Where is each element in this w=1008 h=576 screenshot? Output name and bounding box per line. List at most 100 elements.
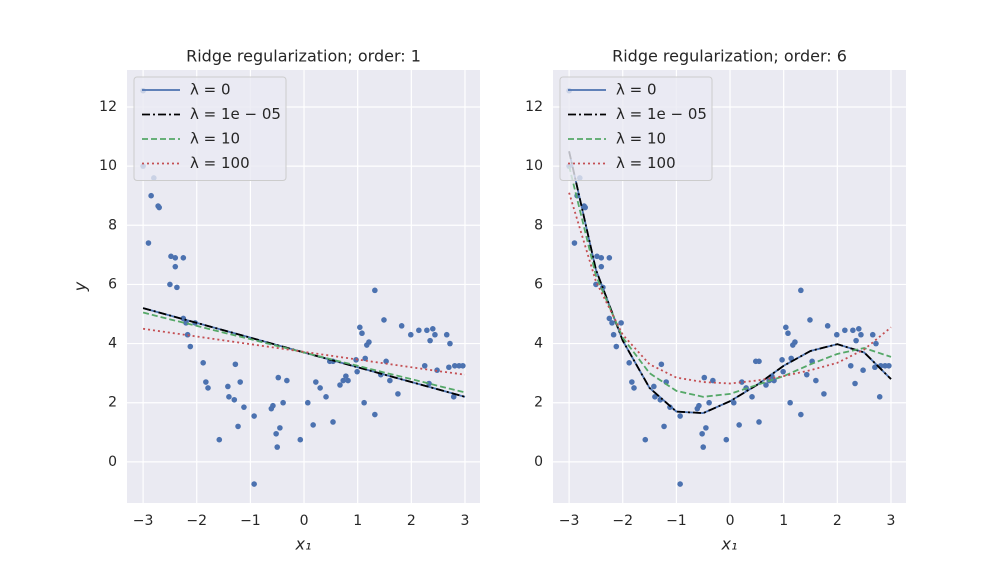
scatter-point (606, 255, 613, 261)
scatter-point (251, 413, 257, 419)
scatter-point (696, 402, 702, 409)
scatter-point (852, 380, 858, 387)
legend-box (133, 76, 287, 181)
scatter-point (613, 343, 620, 350)
y-tick-label: 4 (108, 336, 117, 352)
scatter-point (330, 419, 336, 425)
scatter-point (232, 361, 239, 368)
scatter-point (343, 373, 349, 379)
scatter-point (629, 379, 635, 385)
scatter-point (736, 422, 742, 428)
x-tick-label: 0 (300, 513, 309, 529)
scatter-point (148, 192, 154, 199)
x-tick-label: 2 (407, 513, 416, 529)
scatter-point (756, 358, 762, 365)
scatter-point (787, 399, 793, 406)
scatter-point (847, 362, 854, 369)
scatter-point (284, 377, 290, 384)
scatter-point (383, 358, 389, 365)
scatter-point (873, 340, 879, 347)
series-line (142, 311, 466, 394)
scatter-point (842, 327, 848, 334)
chart-title: Ridge regularization; order: 1 (186, 47, 421, 66)
scatter-point (749, 394, 755, 400)
scatter-point (407, 331, 414, 338)
x-tick-label: −3 (133, 513, 154, 529)
scatter-point (783, 324, 789, 331)
series-line (142, 327, 466, 376)
scatter-point (763, 382, 769, 388)
x-tick-label: 3 (461, 513, 470, 529)
legend: λ = 0 λ = 1e − 05 λ = 10 λ = 100 (559, 76, 713, 181)
scatter-point (226, 394, 232, 400)
scatter-point (626, 360, 632, 366)
scatter-point (421, 362, 428, 369)
scatter-point (395, 391, 401, 397)
scatter-point (426, 380, 432, 387)
scatter-point (723, 436, 730, 443)
x-tick-label: 2 (833, 513, 842, 529)
scatter-point (598, 263, 605, 270)
y-tick-label: 0 (108, 454, 117, 470)
scatter-point (869, 331, 876, 338)
scatter-point (216, 436, 223, 443)
scatter-point (387, 377, 393, 384)
scatter-point (677, 481, 683, 487)
scatter-point (359, 330, 365, 337)
series-line (568, 192, 892, 385)
scatter-point (362, 355, 368, 362)
y-tick-label: 8 (108, 217, 117, 233)
scatter-point (609, 320, 615, 326)
y-tick-label: 2 (108, 395, 117, 411)
scatter-point (310, 422, 316, 428)
scatter-point (145, 240, 152, 246)
scatter-point (174, 284, 180, 291)
scatter-point (803, 371, 810, 378)
scatter-point (886, 362, 892, 369)
scatter-point (652, 394, 658, 400)
scatter-point (337, 382, 343, 388)
scatter-point (594, 253, 600, 260)
scatter-point (661, 423, 667, 430)
y-axis-label: y (71, 281, 90, 292)
scatter-point (172, 255, 179, 261)
x-tick-label: 1 (779, 513, 788, 529)
scatter-point (323, 394, 329, 400)
scatter-point (180, 255, 187, 261)
scatter-point (381, 317, 387, 323)
y-tick-label: 4 (534, 336, 543, 352)
y-tick-label: 10 (525, 158, 543, 174)
x-tick-label: −1 (240, 513, 261, 529)
legend-label: λ = 100 (190, 154, 250, 172)
scatter-point (429, 325, 436, 332)
legend-label: λ = 100 (616, 154, 676, 172)
scatter-point (813, 377, 819, 384)
scatter-point (460, 362, 466, 369)
scatter-point (277, 425, 283, 431)
scatter-point (860, 367, 866, 374)
legend-box (559, 76, 713, 181)
scatter-point (606, 315, 613, 322)
scatter-point (203, 379, 209, 385)
scatter-point (345, 377, 351, 384)
scatter-point (168, 253, 174, 260)
scatter-point (251, 481, 257, 487)
y-tick-label: 2 (534, 395, 543, 411)
scatter-point (699, 430, 705, 437)
scatter-point (593, 281, 599, 288)
scatter-point (357, 324, 363, 331)
scatter-point (313, 379, 319, 385)
scatter-point (642, 436, 649, 443)
x-tick-label: 1 (353, 513, 362, 529)
scatter-point (798, 287, 804, 294)
scatter-point (876, 394, 883, 400)
y-tick-label: 8 (534, 217, 543, 233)
scatter-point (821, 391, 827, 397)
scatter-point (651, 383, 657, 390)
scatter-point (677, 413, 683, 419)
scatter-point (446, 364, 452, 371)
scatter-point (443, 331, 450, 338)
scatter-point (703, 425, 709, 431)
